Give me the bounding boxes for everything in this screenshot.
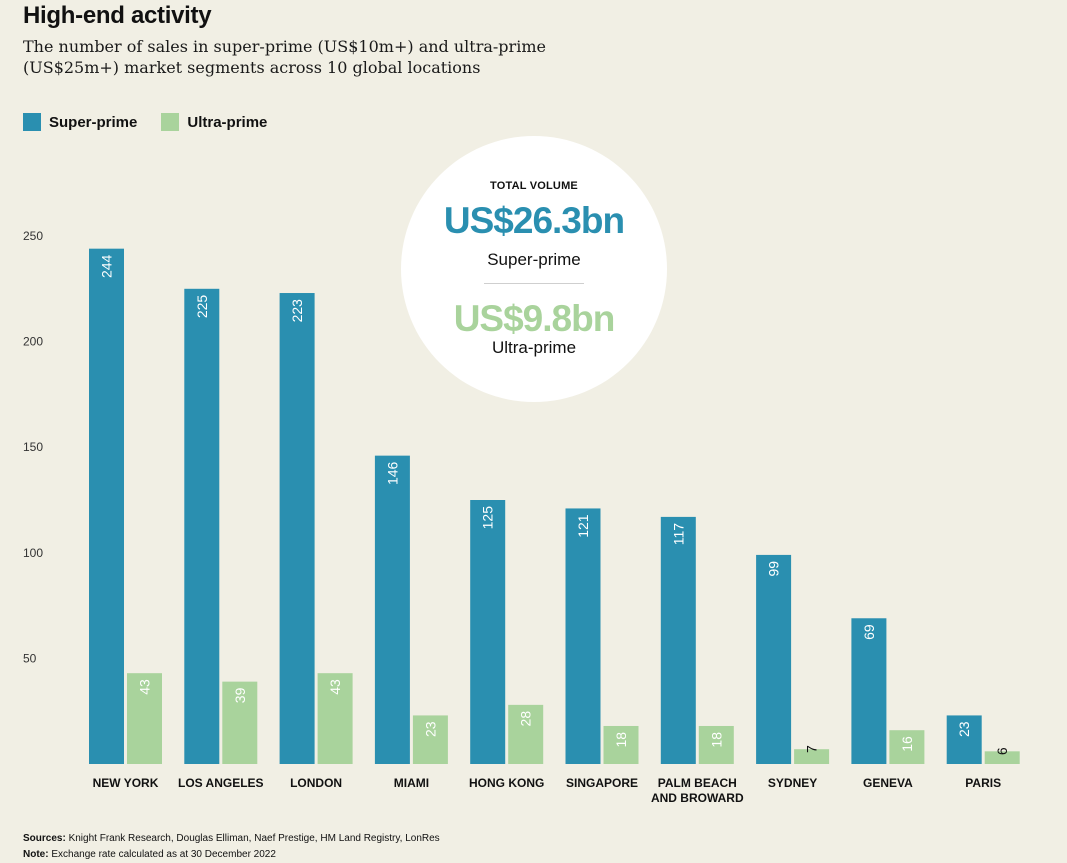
value-label-super-prime-miami: 146	[384, 461, 400, 485]
value-label-ultra-prime-paris: 6	[994, 747, 1010, 755]
bar-super-prime-new-york	[89, 248, 124, 764]
category-label-los-angeles: LOS ANGELES	[178, 776, 264, 790]
value-label-ultra-prime-new-york: 43	[137, 679, 153, 695]
value-label-ultra-prime-palm-beach-and-broward: 18	[708, 732, 724, 748]
bar-super-prime-singapore	[565, 508, 601, 764]
bar-super-prime-palm-beach-and-broward	[660, 516, 696, 764]
value-label-ultra-prime-sydney: 7	[804, 745, 820, 753]
value-label-super-prime-palm-beach-and-broward: 117	[670, 523, 686, 546]
category-label-hong-kong: HONG KONG	[469, 776, 544, 790]
sources-line: Sources: Knight Frank Research, Douglas …	[23, 831, 440, 847]
value-label-ultra-prime-hong-kong: 28	[518, 711, 534, 727]
bar-ultra-prime-sydney	[794, 749, 830, 764]
callout-divider	[484, 283, 584, 284]
bar-super-prime-london	[279, 293, 315, 764]
value-label-ultra-prime-london: 43	[327, 679, 343, 695]
value-label-super-prime-london: 223	[289, 299, 305, 323]
sources-label: Sources:	[23, 833, 66, 844]
footer: Sources: Knight Frank Research, Douglas …	[23, 831, 440, 863]
category-label-miami: MIAMI	[394, 776, 429, 790]
category-label-london: LONDON	[290, 776, 342, 790]
total-volume-heading: TOTAL VOLUME	[490, 180, 578, 192]
bar-super-prime-los-angeles	[184, 288, 220, 764]
super-prime-total-label: Super-prime	[487, 250, 581, 269]
legend-item-ultra-prime: Ultra-prime	[161, 113, 267, 131]
category-label-paris: PARIS	[965, 776, 1001, 790]
legend-label-ultra-prime: Ultra-prime	[187, 113, 268, 131]
value-label-super-prime-sydney: 99	[766, 561, 782, 577]
bar-super-prime-paris	[946, 715, 982, 764]
bar-super-prime-miami	[374, 455, 410, 764]
legend-swatch-super-prime	[23, 113, 41, 131]
value-label-super-prime-singapore: 121	[575, 514, 591, 538]
value-label-super-prime-paris: 23	[956, 721, 972, 737]
ultra-prime-total-value: US$9.8bn	[453, 298, 616, 339]
bar-super-prime-sydney	[756, 554, 792, 764]
y-tick-label-150: 150	[23, 440, 43, 454]
bar-ultra-prime-paris	[984, 751, 1020, 764]
bar-ultra-prime-los-angeles	[222, 681, 258, 764]
value-label-super-prime-geneva: 69	[861, 624, 877, 640]
category-label-sydney: SYDNEY	[768, 776, 817, 790]
category-label-geneva: GENEVA	[863, 776, 913, 790]
value-label-ultra-prime-geneva: 16	[899, 736, 915, 752]
bar-ultra-prime-geneva	[889, 730, 925, 764]
category-label-new-york: NEW YORK	[93, 776, 159, 790]
bar-ultra-prime-hong-kong	[508, 704, 544, 764]
bar-ultra-prime-new-york	[127, 673, 162, 764]
y-tick-label-200: 200	[23, 335, 43, 349]
total-volume-callout: TOTAL VOLUME US$26.3bn Super-prime US$9.…	[401, 136, 667, 402]
value-label-super-prime-los-angeles: 225	[194, 295, 210, 319]
sources-text: Knight Frank Research, Douglas Elliman, …	[68, 833, 440, 844]
bar-ultra-prime-london	[317, 673, 353, 764]
chart-subtitle: The number of sales in super-prime (US$1…	[23, 37, 546, 77]
value-label-ultra-prime-singapore: 18	[613, 732, 629, 748]
value-label-super-prime-new-york: 244	[99, 254, 115, 278]
bar-super-prime-geneva	[851, 618, 887, 764]
note-line: Note: Exchange rate calculated as at 30 …	[23, 847, 440, 863]
legend-label-super-prime: Super-prime	[49, 113, 138, 131]
category-label-singapore: SINGAPORE	[566, 776, 638, 790]
note-text: Exchange rate calculated as at 30 Decemb…	[51, 849, 276, 860]
y-tick-label-100: 100	[23, 546, 43, 560]
legend: Super-prime Ultra-prime	[23, 113, 281, 131]
legend-swatch-ultra-prime	[161, 113, 180, 131]
value-label-ultra-prime-miami: 23	[422, 721, 438, 737]
value-label-super-prime-hong-kong: 125	[480, 506, 496, 530]
bar-ultra-prime-palm-beach-and-broward	[698, 725, 734, 764]
value-label-ultra-prime-los-angeles: 39	[232, 687, 248, 703]
bar-ultra-prime-singapore	[603, 725, 639, 764]
chart-title: High-end activity	[23, 2, 212, 29]
bar-super-prime-hong-kong	[470, 500, 506, 764]
super-prime-total-value: US$26.3bn	[443, 200, 625, 241]
y-tick-label-50: 50	[23, 651, 37, 665]
bar-ultra-prime-miami	[412, 715, 448, 764]
y-tick-label-250: 250	[23, 229, 43, 243]
category-label-palm-beach-and-broward: PALM BEACH AND BROWARD	[651, 776, 744, 805]
note-label: Note:	[23, 849, 49, 860]
ultra-prime-total-label: Ultra-prime	[491, 338, 577, 357]
legend-item-super-prime: Super-prime	[23, 113, 137, 131]
